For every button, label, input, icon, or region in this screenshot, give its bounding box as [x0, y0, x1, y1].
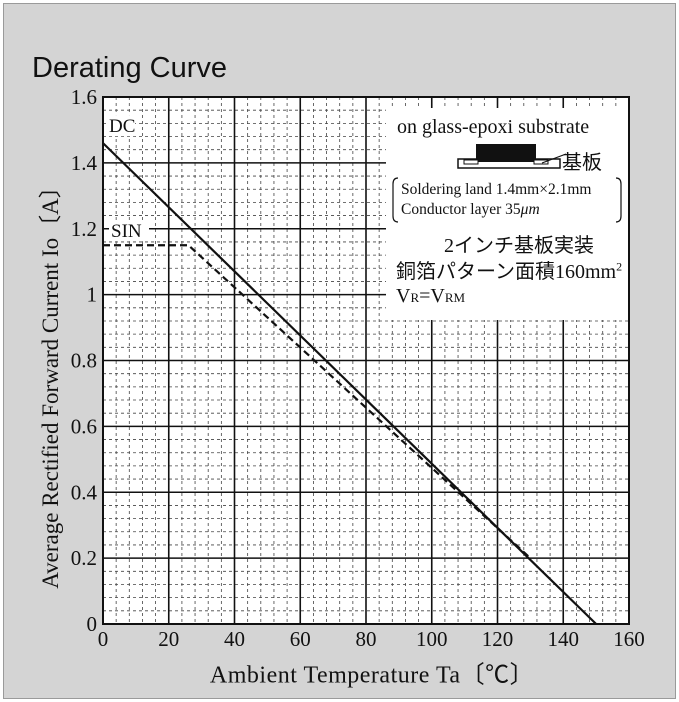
series-label-bg	[109, 220, 149, 242]
substrate-title: on glass-epoxi substrate	[397, 116, 590, 138]
x-axis-label: Ambient Temperature Ta〔℃〕	[209, 662, 535, 689]
x-tick-label: 0	[98, 627, 109, 651]
right-bracket	[615, 177, 622, 223]
y-tick-label: 0.2	[71, 546, 97, 570]
vr-condition-text: VR=VRM	[396, 285, 466, 307]
y-tick-label: 1.2	[71, 217, 97, 241]
y-tick-label: 0	[87, 612, 98, 636]
conductor-layer-text: Conductor layer 35μm	[401, 201, 540, 218]
y-tick-label: 0.6	[71, 414, 97, 438]
x-tick-label: 40	[224, 627, 245, 651]
component-body	[476, 144, 536, 162]
soldering-land-text: Soldering land 1.4mm×2.1mm	[401, 181, 592, 198]
kiban-pointer	[541, 153, 567, 164]
pattern-area-text: 銅箔パターン面積160mm2	[396, 259, 623, 283]
series-label-sin: SIN	[111, 221, 142, 242]
x-tick-label: 100	[416, 627, 448, 651]
x-tick-label: 60	[290, 627, 311, 651]
y-tick-label: 0.4	[71, 480, 98, 504]
x-tick-label: 20	[158, 627, 179, 651]
series-line-dc	[102, 142, 597, 625]
chart-title: Derating Curve	[32, 52, 228, 84]
left-bracket	[392, 177, 399, 223]
series-line-sin	[103, 244, 532, 559]
series-label-bg	[107, 115, 135, 137]
x-tick-label: 160	[613, 627, 645, 651]
y-tick-label: 1	[87, 283, 98, 307]
x-tick-label: 140	[548, 627, 580, 651]
mount-text: 2インチ基板実装	[444, 235, 594, 257]
substrate-info-box: on glass-epoxi substrate 基板 Soldering la…	[386, 108, 628, 320]
kiban-label: 基板	[562, 152, 602, 174]
substrate-diagram	[392, 144, 622, 223]
y-tick-label: 1.4	[71, 151, 98, 175]
y-tick-label: 0.8	[71, 349, 97, 373]
x-tick-label: 80	[356, 627, 377, 651]
series-label-dc: DC	[109, 116, 135, 137]
x-tick-label: 120	[482, 627, 514, 651]
plot-border	[102, 96, 630, 625]
y-tick-label: 1.6	[71, 85, 97, 109]
